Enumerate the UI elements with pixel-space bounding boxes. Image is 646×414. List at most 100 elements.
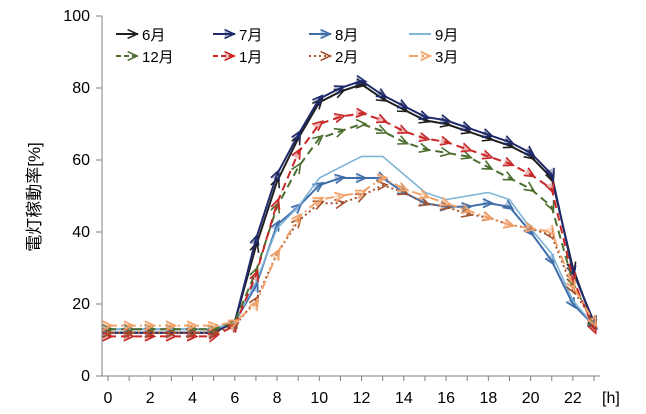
series-point bbox=[249, 269, 260, 282]
x-tick-label: 6 bbox=[230, 390, 239, 407]
series-point bbox=[502, 135, 516, 145]
series-point bbox=[249, 240, 260, 253]
series-point bbox=[566, 279, 576, 292]
series-point bbox=[439, 135, 452, 146]
x-tick-label: 16 bbox=[437, 390, 455, 407]
series-line bbox=[108, 155, 595, 330]
series-point bbox=[102, 324, 115, 335]
legend-marker bbox=[224, 50, 237, 62]
series-point bbox=[397, 124, 410, 134]
series-point bbox=[207, 332, 220, 343]
series-point bbox=[334, 191, 347, 202]
legend-marker bbox=[224, 28, 237, 40]
y-tick-label: 100 bbox=[63, 8, 90, 25]
series-point bbox=[502, 156, 516, 167]
series-point bbox=[418, 132, 431, 143]
legend-label: 12月 bbox=[142, 49, 174, 66]
series-point bbox=[270, 248, 280, 261]
series-point bbox=[502, 171, 515, 181]
series-3 bbox=[102, 171, 599, 336]
series-point bbox=[123, 324, 136, 335]
y-tick-label: 80 bbox=[72, 80, 90, 97]
series-point bbox=[123, 327, 136, 338]
series-point bbox=[312, 120, 324, 132]
series-line bbox=[108, 177, 595, 331]
series-point bbox=[481, 211, 495, 221]
x-tick-label: 14 bbox=[395, 390, 413, 407]
series-point bbox=[375, 88, 388, 99]
legend-item: 7月 bbox=[213, 27, 262, 44]
series-point bbox=[502, 199, 515, 211]
series-point bbox=[312, 97, 324, 110]
series-line bbox=[108, 83, 595, 334]
chart-series-layer bbox=[102, 74, 599, 343]
series-point bbox=[481, 128, 495, 139]
series-point bbox=[227, 319, 241, 329]
series-point bbox=[418, 189, 431, 200]
series-point bbox=[354, 193, 368, 203]
series-point bbox=[102, 327, 115, 338]
series-line bbox=[108, 184, 595, 334]
series-1 bbox=[102, 78, 598, 340]
series-point bbox=[355, 172, 368, 184]
series-point bbox=[545, 167, 555, 181]
series-point bbox=[375, 124, 389, 134]
series-point bbox=[291, 129, 302, 142]
series-point bbox=[123, 320, 136, 331]
series-point bbox=[460, 203, 473, 214]
y-axis-label: 電灯稼動率[%] bbox=[25, 142, 44, 252]
series-6 bbox=[102, 107, 597, 343]
series-point bbox=[503, 218, 516, 229]
series-point bbox=[270, 197, 281, 210]
legend-item: 12月 bbox=[116, 49, 174, 66]
series-point bbox=[312, 200, 325, 210]
x-axis-ticks: 0 2 4 6 8 10 12 14 16 18 20 22 bbox=[104, 376, 595, 407]
series-point bbox=[165, 320, 178, 331]
series-point bbox=[482, 198, 495, 209]
x-tick-label: 22 bbox=[564, 390, 582, 407]
series-8 bbox=[102, 173, 598, 332]
series-point bbox=[165, 327, 178, 338]
series-point bbox=[312, 94, 324, 107]
series-point bbox=[439, 196, 452, 207]
series-point bbox=[312, 134, 324, 146]
series-point bbox=[333, 113, 347, 124]
series-point bbox=[355, 74, 368, 86]
x-tick-label: 18 bbox=[479, 390, 497, 407]
series-point bbox=[144, 320, 157, 331]
series-point bbox=[291, 147, 302, 160]
series-point bbox=[312, 196, 325, 207]
series-point bbox=[544, 224, 556, 237]
series-point bbox=[524, 222, 537, 233]
legend-label: 9月 bbox=[435, 27, 458, 44]
chart-axes bbox=[101, 16, 600, 377]
series-point bbox=[123, 331, 136, 342]
legend-marker bbox=[127, 28, 140, 40]
legend-item: 8月 bbox=[309, 27, 358, 44]
series-line bbox=[108, 176, 595, 327]
legend-marker bbox=[127, 50, 140, 62]
x-tick-label: 12 bbox=[353, 390, 371, 407]
x-tick-label: 10 bbox=[310, 390, 328, 407]
legend-label: 6月 bbox=[142, 27, 165, 44]
series-point bbox=[418, 196, 431, 207]
x-tick-label: 8 bbox=[273, 390, 282, 407]
series-point bbox=[102, 320, 115, 331]
x-tick-label: 0 bbox=[104, 390, 113, 407]
series-point bbox=[460, 142, 473, 153]
legend-item: 2月 bbox=[309, 49, 358, 66]
x-tick-label: 2 bbox=[146, 390, 155, 407]
series-point bbox=[144, 327, 157, 338]
series-point bbox=[291, 162, 302, 175]
series-point bbox=[544, 200, 555, 213]
y-tick-label: 60 bbox=[72, 152, 90, 169]
series-point bbox=[418, 142, 431, 153]
series-point bbox=[270, 168, 280, 182]
series-point bbox=[397, 135, 410, 145]
legend-label: 3月 bbox=[435, 49, 458, 66]
series-point bbox=[481, 149, 495, 160]
series-point bbox=[396, 99, 410, 109]
series-point bbox=[481, 160, 494, 170]
series-point bbox=[290, 212, 302, 225]
series-point bbox=[355, 118, 368, 130]
